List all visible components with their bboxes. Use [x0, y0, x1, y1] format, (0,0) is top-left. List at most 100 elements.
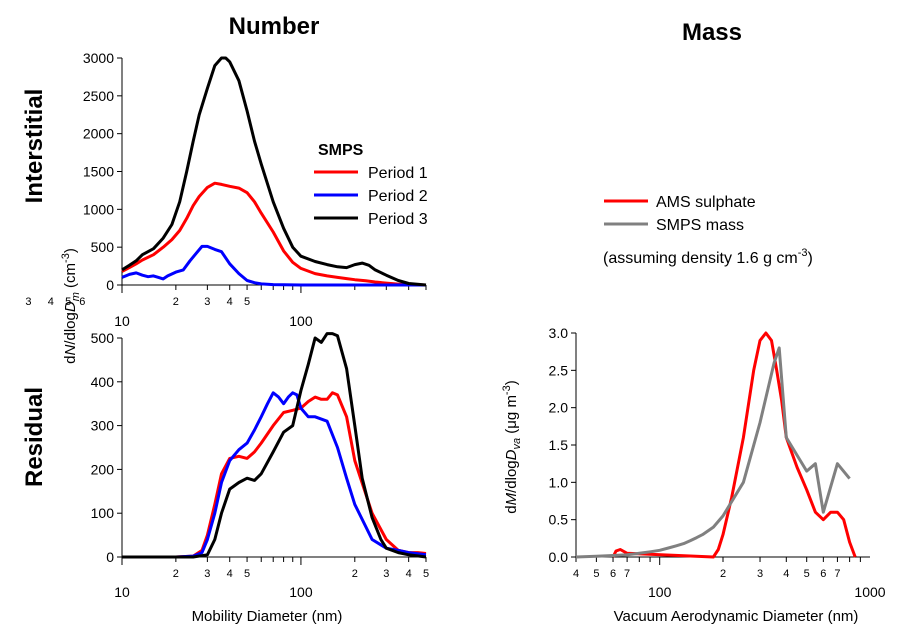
residual-series-period2: [122, 391, 427, 559]
residual-label: Residual: [21, 387, 48, 487]
residual-series-period1: [122, 391, 427, 559]
interstitial-x-minor-label: 4: [48, 296, 54, 308]
interstitial-y-tick-label: 1500: [83, 164, 114, 180]
residual-y-tick-label: 0: [106, 549, 114, 565]
legend-label-period2: Period 2: [368, 188, 428, 205]
residual-x-minor-label: 5: [244, 568, 250, 580]
y-label-unit: (cm: [62, 263, 79, 292]
interstitial-series-period2: [121, 244, 426, 287]
mass-x-minor-label: 3: [757, 568, 763, 580]
density-note-close: ): [808, 250, 813, 267]
interstitial-y-tick-label: 0: [106, 277, 114, 293]
mass-legend: AMS sulphate SMPS mass (assuming density…: [603, 194, 813, 267]
interstitial-x-minor-label: 2: [173, 296, 179, 308]
interstitial-label: Interstitial: [21, 89, 48, 204]
mass-y-label-dva: D: [503, 449, 520, 460]
residual-x-major-label: 100: [289, 584, 313, 600]
mass-y-tick-label: 0.5: [549, 512, 569, 528]
mass-y-label-unit: (μg m: [503, 395, 520, 438]
y-label-n: N: [62, 345, 79, 356]
legend-label-period1: Period 1: [368, 165, 428, 182]
residual-x-minor-label: 4: [227, 568, 233, 580]
mass-y-tick-label: 1.0: [549, 474, 569, 490]
mass-x-minor-label: 4: [573, 568, 579, 580]
density-note-text: (assuming density 1.6 g cm: [603, 250, 798, 267]
mass-x-minor-label: 5: [593, 568, 599, 580]
density-note: (assuming density 1.6 g cm-3): [603, 247, 813, 267]
mass-y-label-dlog: /dlog: [503, 460, 520, 493]
density-note-exp: -3: [798, 247, 808, 259]
mass-y-tick-label: 1.5: [549, 437, 569, 453]
legend-label-period3: Period 3: [368, 211, 428, 228]
interstitial-panel: 05001000150020002500300010100234562345: [25, 50, 427, 329]
mass-y-tick-label: 2.0: [549, 400, 569, 416]
mass-series-ams: [611, 331, 857, 559]
mass-y-tick-label: 3.0: [549, 325, 569, 341]
y-label-d: d: [62, 356, 79, 364]
mass-x-axis-label: Vacuum Aerodynamic Diameter (nm): [614, 608, 859, 625]
legend-title-smps: SMPS: [318, 142, 364, 159]
interstitial-y-tick-label: 2000: [83, 126, 114, 142]
interstitial-x-minor-label: 5: [244, 296, 250, 308]
interstitial-y-tick-label: 2500: [83, 88, 114, 104]
residual-y-tick-label: 300: [91, 418, 115, 434]
interstitial-x-major-label: 100: [289, 313, 313, 329]
residual-x-minor-label: 2: [173, 568, 179, 580]
interstitial-x-minor-label: 3: [25, 296, 31, 308]
mass-y-label-sub: va: [511, 438, 523, 450]
plot-panels: 0500100015002000250030001010023456234501…: [25, 50, 886, 600]
y-label-dm: D: [62, 301, 79, 312]
interstitial-series-period1: [121, 181, 427, 287]
mass-y-axis-label: dM/dlogDva (μg m-3): [501, 380, 523, 513]
residual-series-period3: [122, 332, 427, 559]
residual-y-tick-label: 400: [91, 374, 115, 390]
mass-y-label-m: M: [503, 492, 520, 505]
number-title: Number: [229, 13, 320, 40]
mass-y-label-close: ): [503, 380, 520, 385]
residual-x-major-label: 10: [114, 584, 130, 600]
mass-x-minor-label: 4: [783, 568, 789, 580]
mass-x-minor-label: 5: [804, 568, 810, 580]
mass-y-tick-label: 2.5: [549, 362, 569, 378]
interstitial-x-minor-label: 6: [79, 296, 85, 308]
y-label-exp: -3: [60, 253, 72, 263]
mass-y-tick-label: 0.0: [549, 549, 569, 565]
y-label-sub: m: [70, 292, 82, 301]
residual-x-minor-label: 2: [352, 568, 358, 580]
residual-y-tick-label: 200: [91, 461, 115, 477]
mass-x-minor-label: 7: [624, 568, 630, 580]
interstitial-x-minor-label: 5: [65, 296, 71, 308]
residual-x-minor-label: 5: [423, 568, 429, 580]
interstitial-series-period3: [121, 56, 427, 287]
mass-x-minor-label: 6: [820, 568, 826, 580]
interstitial-x-minor-label: 3: [204, 296, 210, 308]
interstitial-x-major-label: 10: [114, 313, 130, 329]
mass-y-label-exp: -3: [501, 385, 513, 395]
residual-y-tick-label: 100: [91, 505, 115, 521]
mass-y-label-d: d: [503, 505, 520, 513]
interstitial-y-tick-label: 500: [91, 239, 115, 255]
y-label-close: ): [62, 248, 79, 253]
mass-x-minor-label: 2: [720, 568, 726, 580]
number-x-axis-label: Mobility Diameter (nm): [192, 608, 343, 625]
mass-x-minor-label: 6: [610, 568, 616, 580]
residual-x-minor-label: 3: [383, 568, 389, 580]
mass-x-minor-label: 7: [834, 568, 840, 580]
mass-x-major-label: 100: [648, 584, 672, 600]
residual-y-tick-label: 500: [91, 330, 115, 346]
mass-x-major-label: 1000: [854, 584, 885, 600]
interstitial-y-tick-label: 3000: [83, 50, 114, 66]
y-label-dlog: /dlog: [62, 312, 79, 345]
residual-x-minor-label: 4: [406, 568, 412, 580]
mass-title: Mass: [682, 19, 742, 46]
mass-series-smps-mass: [575, 346, 851, 559]
number-y-axis-label: dN/dlogDm (cm-3): [60, 248, 82, 364]
interstitial-x-minor-label: 4: [227, 296, 233, 308]
interstitial-y-tick-label: 1000: [83, 201, 114, 217]
residual-x-minor-label: 3: [204, 568, 210, 580]
smps-legend: SMPS Period 1 Period 2 Period 3: [314, 142, 428, 228]
legend-label-ams: AMS sulphate: [656, 194, 756, 211]
